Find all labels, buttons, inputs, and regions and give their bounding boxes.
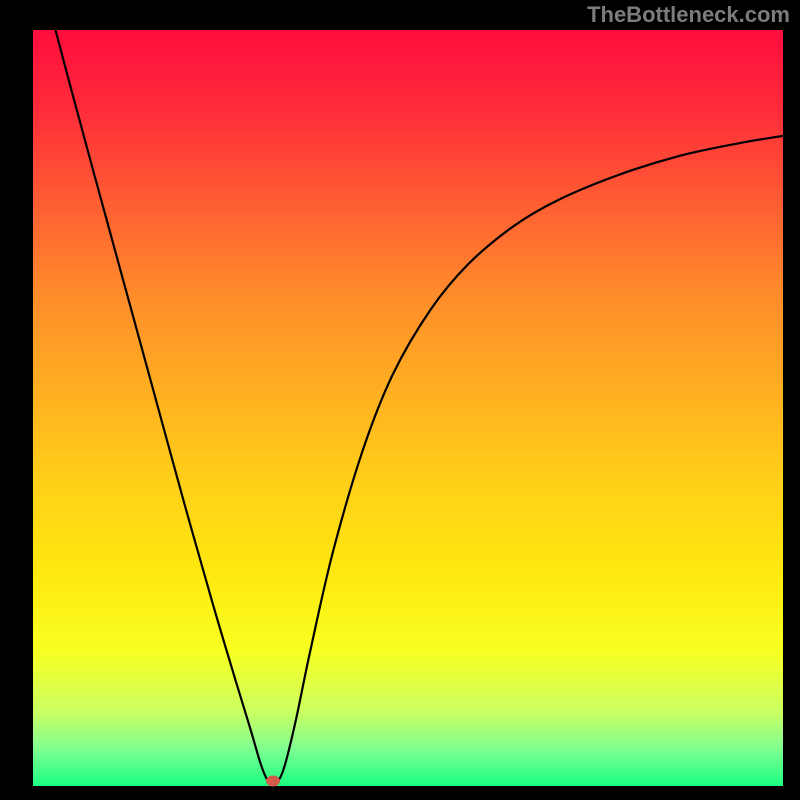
watermark-text: TheBottleneck.com [587, 2, 790, 28]
chart-plot-area [33, 30, 783, 786]
minimum-marker [266, 776, 280, 787]
chart-gradient-background [33, 30, 783, 786]
